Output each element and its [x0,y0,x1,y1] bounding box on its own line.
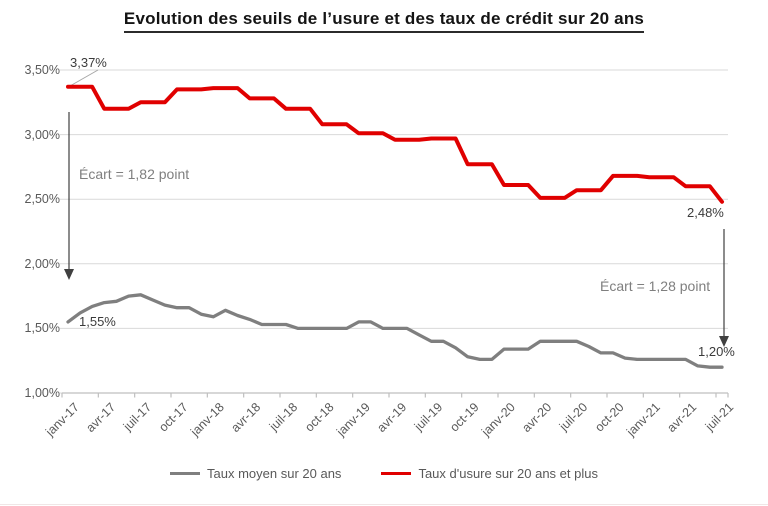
y-tick-label: 1,00% [24,386,60,400]
label-end-moyen: 1,20% [698,344,735,359]
label-end-usure: 2,48% [687,205,724,220]
legend: Taux moyen sur 20 ans Taux d'usure sur 2… [0,466,768,481]
callout-leader-line [69,69,99,87]
y-tick-label: 2,00% [24,256,60,271]
gray-line-swatch-icon [170,472,201,475]
label-start-usure: 3,37% [70,55,107,70]
label-ecart-left: Écart = 1,82 point [79,166,190,182]
series-line [66,84,724,204]
title-wrap: Evolution des seuils de l’usure et des t… [0,9,768,33]
bottom-separator [0,504,768,505]
chart-title: Evolution des seuils de l’usure et des t… [123,9,645,33]
red-line-swatch-icon [381,472,412,475]
legend-item-moyen: Taux moyen sur 20 ans [170,466,341,481]
label-start-moyen: 1,55% [79,314,116,329]
y-tick-label: 3,00% [24,127,60,142]
y-tick-label: 1,50% [24,321,60,336]
legend-label-moyen: Taux moyen sur 20 ans [207,466,342,481]
legend-item-usure: Taux d'usure sur 20 ans et plus [381,466,598,481]
y-tick-label: 3,50% [24,63,60,77]
label-ecart-right: Écart = 1,28 point [600,278,711,294]
arrow-head-icon [64,269,74,280]
arrow-head-icon [719,336,729,347]
y-tick-label: 2,50% [24,192,60,207]
legend-label-usure: Taux d'usure sur 20 ans et plus [418,466,598,481]
series-line [66,293,724,369]
